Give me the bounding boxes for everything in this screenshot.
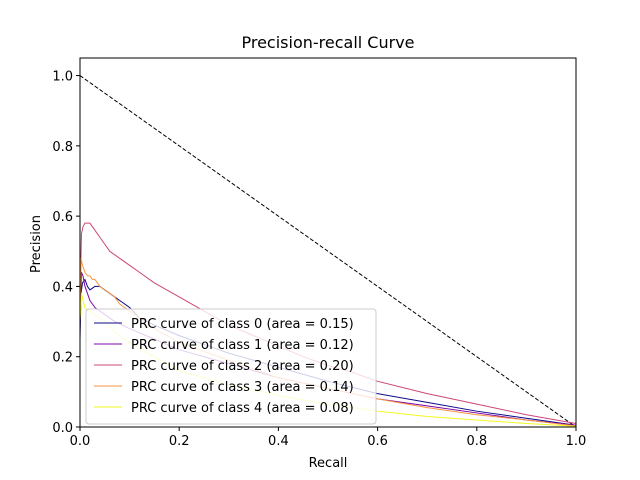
- x-axis-label: Recall: [309, 456, 348, 471]
- legend-label-class-0: PRC curve of class 0 (area = 0.15): [131, 317, 354, 332]
- x-tick-label: 1.0: [566, 434, 587, 449]
- series-line-class-0: [79, 278, 577, 426]
- axes-frame: [79, 57, 577, 428]
- y-axis-label: Precision: [29, 215, 44, 273]
- x-tick-label: 0.4: [268, 434, 289, 449]
- y-tick-label: 0.0: [52, 421, 73, 436]
- x-tick-label: 0.0: [70, 434, 91, 449]
- legend-label-class-1: PRC curve of class 1 (area = 0.12): [131, 338, 354, 353]
- legend: PRC curve of class 0 (area = 0.15) PRC cu…: [85, 308, 377, 425]
- legend-label-class-2: PRC curve of class 2 (area = 0.20): [131, 359, 354, 374]
- x-tick-label: 0.6: [367, 434, 388, 449]
- legend-box: [85, 308, 377, 425]
- y-tick-label: 1.0: [52, 70, 73, 85]
- reference-diagonal-line: [79, 75, 577, 428]
- y-tick-label: 0.4: [52, 280, 73, 295]
- x-tick-label: 0.8: [466, 434, 487, 449]
- y-tick-label: 0.2: [52, 351, 73, 366]
- legend-label-class-4: PRC curve of class 4 (area = 0.08): [131, 401, 354, 416]
- y-tick-label: 0.8: [52, 140, 73, 155]
- chart-title: Precision-recall Curve: [241, 33, 414, 52]
- x-tick-label: 0.2: [169, 434, 190, 449]
- axes-layer: 0.0 0.2 0.4 0.6 0.8 1.0 0.0 0.2 0.4 0.6 0.8 1.0: [52, 57, 587, 449]
- y-tick-label: 0.6: [52, 210, 73, 225]
- legend-label-class-3: PRC curve of class 3 (area = 0.14): [131, 380, 354, 395]
